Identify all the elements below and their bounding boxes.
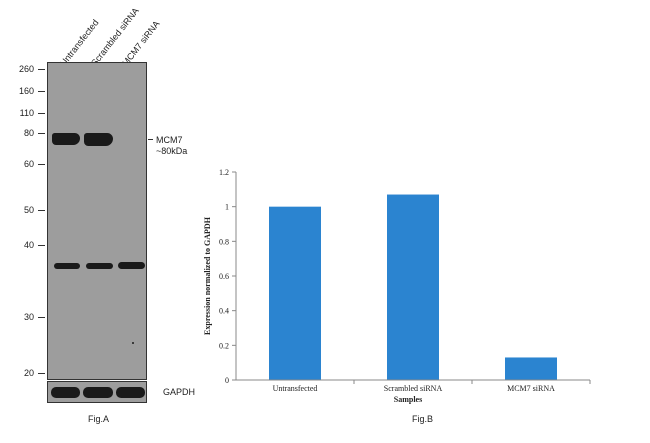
mw-marker-260: 260 — [18, 64, 34, 74]
target-name: MCM7 — [156, 135, 183, 145]
mw-tick — [38, 210, 45, 211]
gapdh-band-mcm7-sirna — [116, 387, 145, 398]
mw-tick — [38, 245, 45, 246]
mw-tick — [38, 113, 45, 114]
mw-marker-60: 60 — [23, 159, 34, 169]
gapdh-band-scrambled-sirna — [83, 387, 113, 398]
x-tick-label: Untransfected — [273, 384, 318, 393]
y-tick-label: 0.6 — [219, 272, 229, 281]
mw-tick — [38, 91, 45, 92]
mw-tick — [38, 133, 45, 134]
mw-marker-20: 20 — [23, 368, 34, 378]
mcm7-band-scrambled-sirna — [84, 133, 113, 146]
y-tick-label: 1 — [225, 203, 229, 212]
fig-b-label: Fig.B — [412, 414, 434, 424]
mw-marker-80: 80 — [23, 128, 34, 138]
lower-band-mcm7-sirna — [118, 262, 145, 269]
blot-speck — [132, 342, 134, 344]
y-tick-label: 0.2 — [219, 341, 229, 350]
x-tick-label: MCM7 siRNA — [507, 384, 555, 393]
mw-marker-50: 50 — [23, 205, 34, 215]
mw-marker-40: 40 — [23, 240, 34, 250]
bar-mcm7-sirna — [505, 357, 557, 380]
y-tick-label: 0.4 — [219, 307, 229, 316]
mw-marker-110: 110 — [19, 108, 34, 118]
lower-band-scrambled-sirna — [86, 263, 113, 269]
gapdh-band-untransfected — [51, 387, 80, 398]
x-axis-label: Samples — [394, 395, 422, 404]
x-tick-label: Scrambled siRNA — [384, 384, 443, 393]
mw-marker-30: 30 — [23, 312, 34, 322]
y-tick-label: 0 — [225, 376, 229, 385]
lower-band-untransfected — [54, 263, 80, 269]
target-size: ~80kDa — [156, 146, 188, 156]
target-annotation: MCM7 ~80kDa — [156, 135, 187, 157]
gapdh-label: GAPDH — [163, 387, 196, 397]
mw-tick — [38, 69, 45, 70]
y-axis-ticks: 0 0.2 0.4 0.6 0.8 1 1.2 — [219, 168, 236, 385]
bar-scrambled-sirna — [387, 194, 439, 380]
mw-tick — [38, 373, 45, 374]
y-tick-label: 1.2 — [219, 168, 229, 177]
mw-marker-160: 160 — [18, 86, 34, 96]
fig-a-label: Fig.A — [88, 414, 110, 424]
bar-untransfected — [269, 206, 321, 380]
mw-tick — [38, 164, 45, 165]
y-tick-label: 0.8 — [219, 237, 229, 246]
gapdh-blot-strip — [47, 381, 147, 403]
mcm7-band-untransfected — [52, 133, 80, 145]
target-pointer — [148, 139, 153, 140]
mw-tick — [38, 317, 45, 318]
western-blot-membrane — [47, 62, 147, 380]
bars — [269, 194, 557, 380]
x-axis-tick-labels: Untransfected Scrambled siRNA MCM7 siRNA — [273, 380, 591, 393]
y-axis-label: Expression normalized to GAPDH — [203, 216, 212, 335]
